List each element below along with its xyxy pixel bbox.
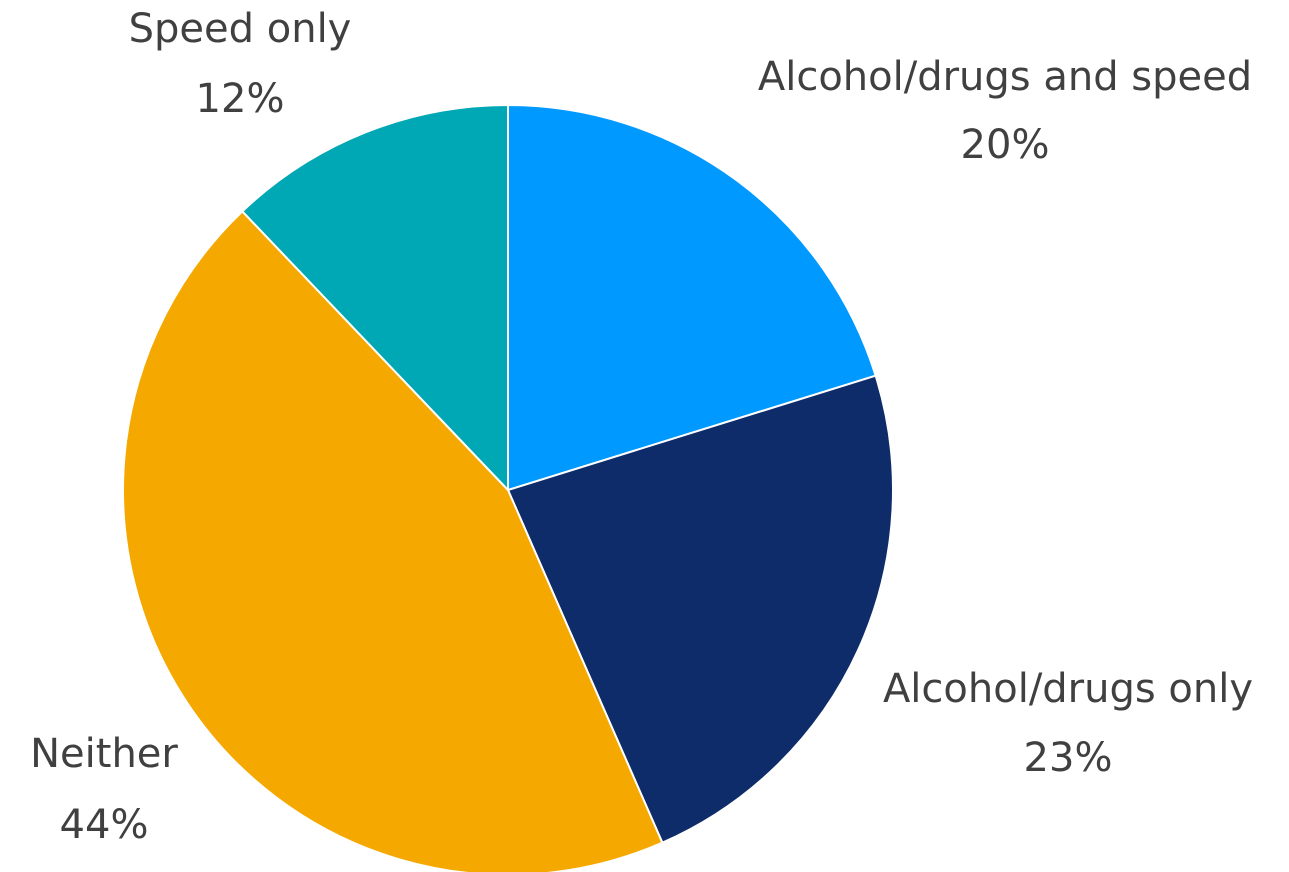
slice-label-speed-only: Speed only — [129, 6, 352, 52]
slice-label-alcohol-drugs-and-speed: Alcohol/drugs and speed — [758, 54, 1252, 100]
slice-label-alcohol-drugs-only: Alcohol/drugs only — [883, 666, 1253, 712]
slice-neither — [122, 209, 664, 872]
slice-value-alcohol-drugs-and-speed: 20% — [961, 122, 1050, 168]
slice-label-neither: Neither — [30, 731, 178, 777]
slice-value-neither: 44% — [60, 802, 149, 848]
slice-value-alcohol-drugs-only: 23% — [1024, 735, 1113, 781]
slice-value-speed-only: 12% — [196, 76, 285, 122]
pie-slices — [122, 103, 894, 872]
slice-speed-only — [240, 103, 509, 493]
slice-alcohol-drugs-and-speed — [507, 103, 877, 492]
slice-alcohol-drugs-only — [506, 374, 894, 845]
